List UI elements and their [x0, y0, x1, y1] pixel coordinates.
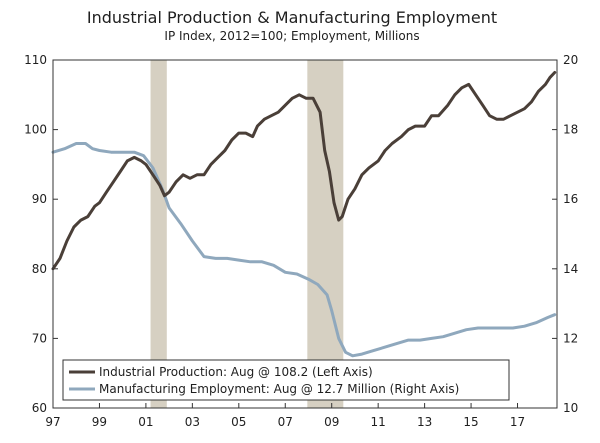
y-left-tick-label-1: 70: [32, 331, 47, 345]
series-line-industrial-production: [51, 71, 557, 271]
y-left-tick-label-3: 90: [32, 192, 47, 206]
y-left-tick-label-4: 100: [24, 123, 47, 137]
tick-labels: 97 99 01 03 05 07 09 11 13 15 17 60 70 80 90 100 110 10 12…: [24, 53, 578, 429]
y-left-tick-label-0: 60: [32, 401, 47, 415]
series-lines: [51, 71, 557, 358]
x-tick-label-6: 09: [324, 415, 339, 429]
x-tick-label-9: 15: [463, 415, 478, 429]
x-tick-label-0: 97: [45, 415, 60, 429]
x-tick-label-1: 99: [92, 415, 107, 429]
recession-bands: [150, 60, 344, 408]
plot-frame: [52, 59, 558, 409]
legend-label-industrial-production: Industrial Production: Aug @ 108.2 (Left…: [99, 365, 373, 379]
y-right-tick-label-2: 14: [563, 262, 578, 276]
legend-box: [62, 359, 510, 401]
y-right-tick-label-4: 18: [563, 123, 578, 137]
y-left-tick-label-2: 80: [32, 262, 47, 276]
x-tick-label-8: 13: [417, 415, 432, 429]
x-tick-label-5: 07: [278, 415, 293, 429]
y-right-tick-label-5: 20: [563, 53, 578, 67]
series-line-manufacturing-employment: [51, 142, 557, 358]
legend-label-manufacturing-employment: Manufacturing Employment: Aug @ 12.7 Mil…: [99, 382, 459, 396]
y-right-tick-label-1: 12: [563, 331, 578, 345]
y-left-tick-label-5: 110: [24, 53, 47, 67]
x-tick-label-7: 11: [371, 415, 386, 429]
recession-band-0: [150, 60, 167, 408]
x-tick-label-4: 05: [231, 415, 246, 429]
x-tick-label-10: 17: [510, 415, 525, 429]
chart-subtitle: IP Index, 2012=100; Employment, Millions: [164, 29, 419, 43]
y-right-tick-label-0: 10: [563, 401, 578, 415]
x-tick-label-3: 03: [185, 415, 200, 429]
x-tick-label-2: 01: [138, 415, 153, 429]
chart-title: Industrial Production & Manufacturing Em…: [87, 8, 497, 27]
y-right-tick-label-3: 16: [563, 192, 578, 206]
recession-band-1: [307, 60, 344, 408]
legend: Industrial Production: Aug @ 108.2 (Left…: [62, 359, 510, 401]
axis-ticks: [52, 59, 557, 409]
